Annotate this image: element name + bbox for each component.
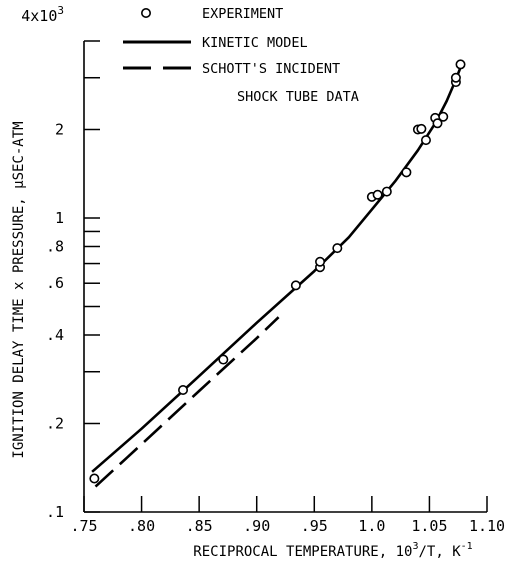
y-top-tick-label: 4x103 <box>21 4 64 25</box>
kinetic-model-line <box>91 67 462 473</box>
experiment-point <box>332 243 343 254</box>
legend-kinetic-label: KINETIC MODEL <box>202 35 308 51</box>
experiment-point <box>372 189 383 200</box>
experiment-point <box>420 135 431 146</box>
experiment-point <box>178 384 189 395</box>
y-tick-label: 2 <box>55 121 64 139</box>
y-tick-label: 1 <box>55 209 64 227</box>
legend-schott-label: SCHOTT'S INCIDENT <box>202 61 340 77</box>
x-axis-ticks: .75 .80 .85 .90 .95 1.0 1.05 1.10 <box>70 496 505 535</box>
legend-schott-label-line2: SHOCK TUBE DATA <box>237 89 359 105</box>
experiment-point <box>438 111 449 122</box>
experiment-markers <box>89 59 466 484</box>
y-axis-title: IGNITION DELAY TIME x PRESSURE, μSEC-ATM <box>11 121 27 458</box>
y-tick-label: .4 <box>46 326 64 344</box>
x-tick-label: 1.0 <box>358 517 385 535</box>
series-lines <box>91 67 462 488</box>
experiment-point <box>218 354 229 365</box>
legend: EXPERIMENT KINETIC MODEL SCHOTT'S INCIDE… <box>123 6 359 105</box>
experiment-point <box>401 167 412 178</box>
x-axis-title: RECIPROCAL TEMPERATURE, 103/T, K-1 <box>193 541 472 560</box>
experiment-point <box>381 186 392 197</box>
x-tick-label: .95 <box>301 517 328 535</box>
y-axis-ticks: .1 .2 .4 .6 .8 1 2 <box>46 40 100 521</box>
x-tick-label: .85 <box>186 517 213 535</box>
legend-experiment-marker <box>141 8 152 18</box>
y-tick-label: .6 <box>46 274 64 292</box>
x-tick-label: 1.10 <box>469 517 505 535</box>
y-tick-label: .8 <box>46 237 64 255</box>
experiment-point <box>455 59 466 70</box>
axes <box>83 41 487 513</box>
experiment-point <box>315 256 326 267</box>
experiment-point <box>416 123 427 134</box>
legend-experiment-label: EXPERIMENT <box>202 6 283 22</box>
schott-data-line <box>94 316 280 488</box>
y-tick-label: .2 <box>46 414 64 432</box>
experiment-point <box>290 280 301 291</box>
experiment-point <box>89 473 100 484</box>
experiment-point <box>432 118 443 129</box>
x-tick-label: .80 <box>128 517 155 535</box>
x-tick-label: .75 <box>70 517 97 535</box>
x-tick-label: 1.05 <box>411 517 447 535</box>
experiment-point <box>450 72 461 83</box>
y-tick-label: .1 <box>46 503 64 521</box>
x-tick-label: .90 <box>243 517 270 535</box>
